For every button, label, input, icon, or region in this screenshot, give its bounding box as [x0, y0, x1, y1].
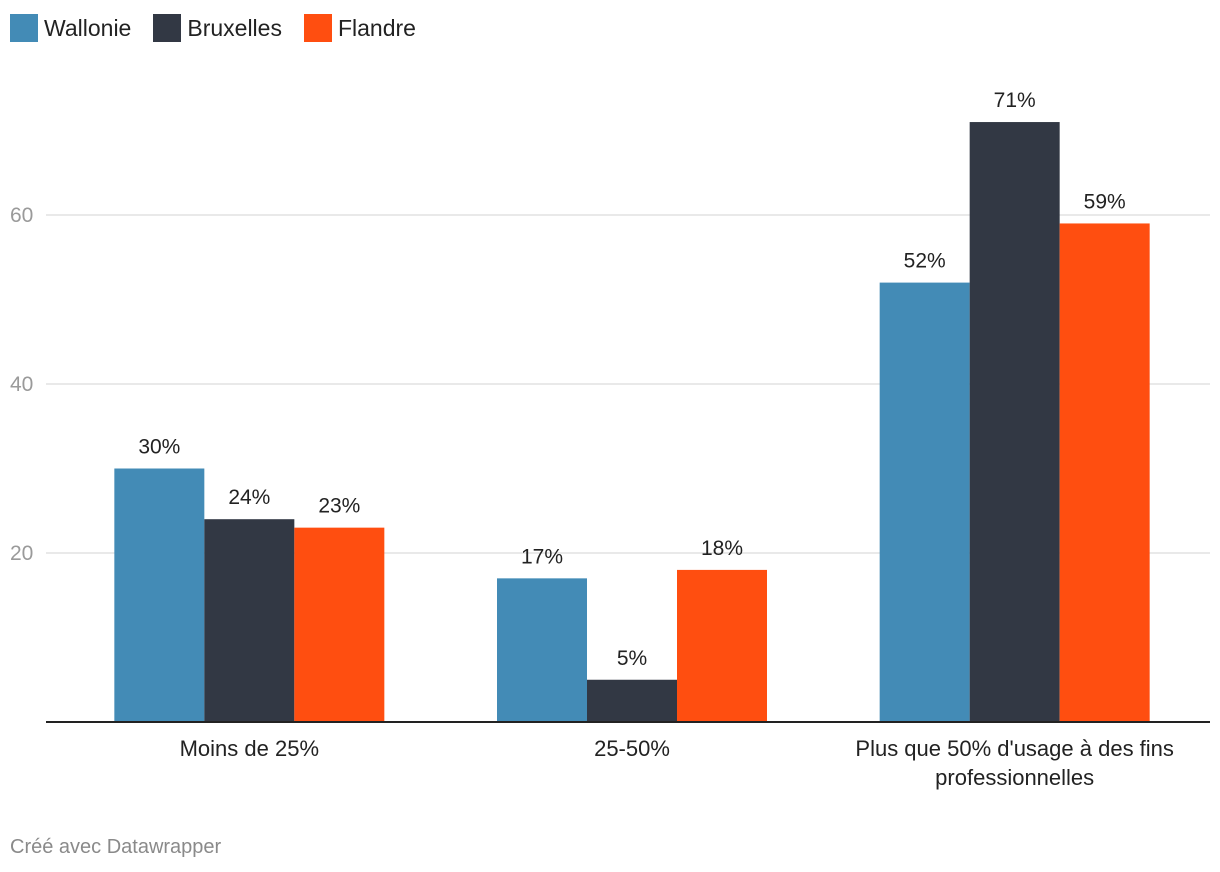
- y-tick-label-20: 20: [10, 542, 33, 565]
- value-label-flandre-1: 18%: [701, 537, 743, 560]
- legend-swatch-bruxelles: [153, 14, 182, 42]
- x-category-label-1-0: 25-50%: [594, 736, 670, 761]
- value-label-wallonie-0: 30%: [138, 436, 180, 459]
- legend-swatch-wallonie: [10, 14, 38, 42]
- bar-bruxelles-0: [204, 519, 295, 722]
- y-tick-label-60: 60: [10, 204, 33, 227]
- value-label-bruxelles-2: 71%: [994, 89, 1036, 112]
- bar-wallonie-1: [497, 578, 587, 722]
- bar-wallonie-0: [114, 468, 205, 722]
- x-category-label-2-1: professionnelles: [935, 765, 1094, 790]
- legend-item-bruxelles: Bruxelles: [153, 14, 282, 42]
- bar-bruxelles-2: [969, 122, 1060, 723]
- value-label-bruxelles-1: 5%: [617, 647, 647, 670]
- footer-credit: Créé avec Datawrapper: [10, 836, 222, 858]
- bar-flandre-0: [294, 527, 385, 722]
- legend-label-flandre: Flandre: [337, 14, 416, 41]
- bar-bruxelles-1: [587, 679, 677, 722]
- legend-label-bruxelles: Bruxelles: [187, 14, 282, 41]
- value-label-wallonie-2: 52%: [904, 250, 946, 273]
- value-label-flandre-0: 23%: [318, 495, 360, 518]
- legend-label-wallonie: Wallonie: [44, 14, 132, 41]
- value-label-flandre-2: 59%: [1084, 190, 1126, 213]
- bar-flandre-2: [1059, 223, 1150, 722]
- x-category-label-2-0: Plus que 50% d'usage à des fins: [855, 736, 1174, 761]
- legend-swatch-flandre: [303, 14, 332, 42]
- y-tick-label-40: 40: [10, 373, 33, 396]
- bar-flandre-1: [677, 569, 767, 722]
- x-category-label-0-0: Moins de 25%: [180, 736, 319, 761]
- legend-item-flandre: Flandre: [303, 14, 416, 42]
- chart-legend: Wallonie Bruxelles Flandre: [10, 12, 438, 44]
- bar-wallonie-2: [879, 282, 970, 722]
- value-label-bruxelles-0: 24%: [228, 486, 270, 509]
- legend-item-wallonie: Wallonie: [10, 14, 131, 42]
- value-label-wallonie-1: 17%: [521, 545, 563, 568]
